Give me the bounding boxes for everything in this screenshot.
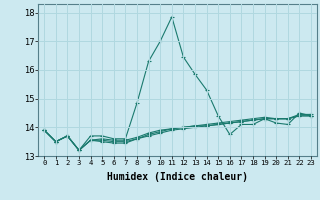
X-axis label: Humidex (Indice chaleur): Humidex (Indice chaleur): [107, 172, 248, 182]
